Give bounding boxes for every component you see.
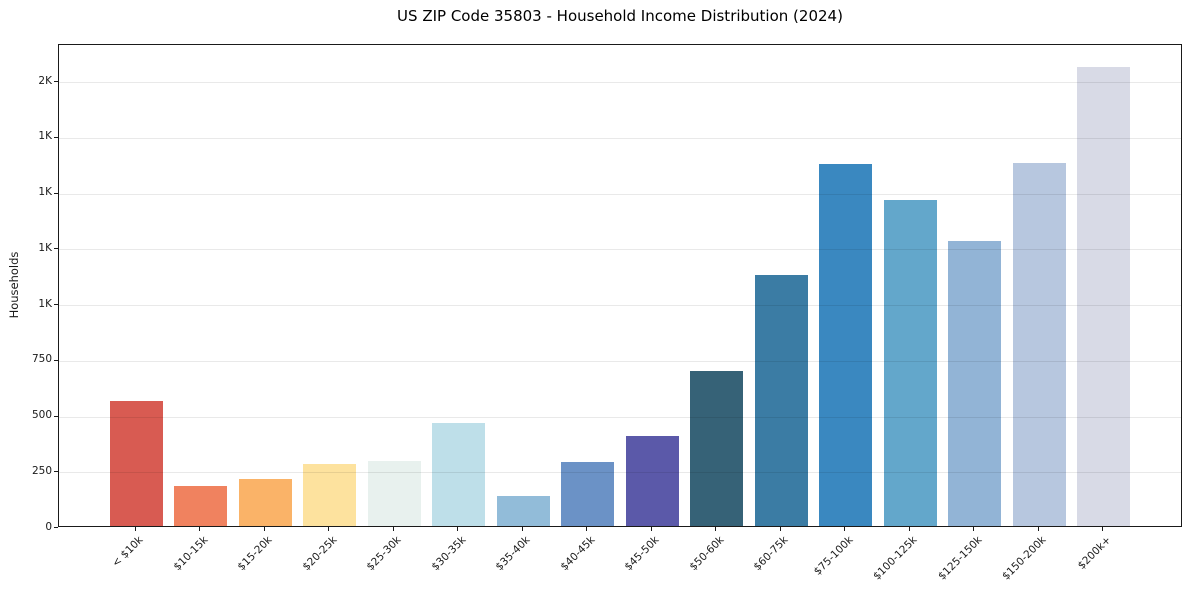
bar-11 (754, 274, 808, 526)
gridline-500 (59, 416, 1181, 418)
bar-3 (238, 479, 292, 526)
bar-16 (1077, 67, 1130, 526)
y-tick-mark (54, 527, 58, 528)
y-tick-label: 0 (45, 520, 52, 533)
x-tick-label: < $10k (109, 534, 146, 570)
x-tick-mark (521, 527, 523, 531)
y-tick-label: 2K (38, 74, 52, 87)
x-tick-mark (715, 527, 716, 531)
y-tick-label: 250 (31, 464, 52, 477)
gridline-250 (59, 472, 1181, 474)
gridline-1250 (59, 249, 1181, 251)
y-tick-mark (54, 136, 58, 138)
y-tick-mark (54, 471, 58, 473)
y-tick-mark (54, 359, 58, 361)
bar-6 (432, 422, 485, 526)
y-tick-label: 1K (38, 130, 52, 143)
chart-title: US ZIP Code 35803 - Household Income Dis… (397, 7, 843, 25)
y-tick-label: 1K (38, 241, 52, 254)
y-tick-mark (54, 81, 58, 82)
x-tick-mark (973, 527, 974, 531)
bar-15 (1012, 162, 1066, 526)
x-tick-mark (908, 527, 910, 531)
bar-1 (109, 401, 163, 526)
gridline-1000 (59, 305, 1181, 306)
y-tick-label: 1K (38, 186, 52, 198)
bar-5 (367, 460, 421, 526)
x-tick-mark (328, 527, 329, 531)
y-tick-label: 1K (38, 297, 52, 310)
y-tick-mark (54, 304, 58, 305)
x-tick-mark (134, 527, 136, 531)
bar-8 (561, 461, 614, 526)
gridline-1500 (59, 193, 1181, 195)
y-tick-mark (54, 248, 58, 250)
bar-12 (819, 163, 872, 526)
x-tick-mark (1037, 527, 1039, 531)
x-tick-mark (392, 527, 394, 531)
x-tick-mark (457, 527, 458, 531)
x-tick-mark (199, 527, 200, 531)
bar-2 (174, 486, 227, 526)
bar-7 (496, 495, 550, 526)
y-tick-mark (54, 415, 58, 417)
y-tick-label: 500 (31, 409, 52, 421)
bar-13 (883, 200, 937, 526)
x-tick-mark (586, 527, 587, 531)
gridline-2000 (59, 82, 1181, 83)
x-tick-mark (650, 527, 652, 531)
x-tick-mark (1102, 527, 1103, 531)
bar-10 (690, 371, 743, 526)
x-tick-mark (844, 527, 845, 531)
bar-9 (625, 435, 679, 526)
y-tick-label: 750 (31, 353, 52, 366)
gridline-1750 (59, 137, 1181, 139)
bar-4 (303, 464, 356, 526)
gridline-750 (59, 360, 1181, 362)
x-tick-mark (263, 527, 265, 531)
x-tick-mark (779, 527, 781, 531)
plot-area (58, 44, 1182, 527)
bar-14 (948, 241, 1001, 526)
y-tick-mark (54, 192, 58, 194)
